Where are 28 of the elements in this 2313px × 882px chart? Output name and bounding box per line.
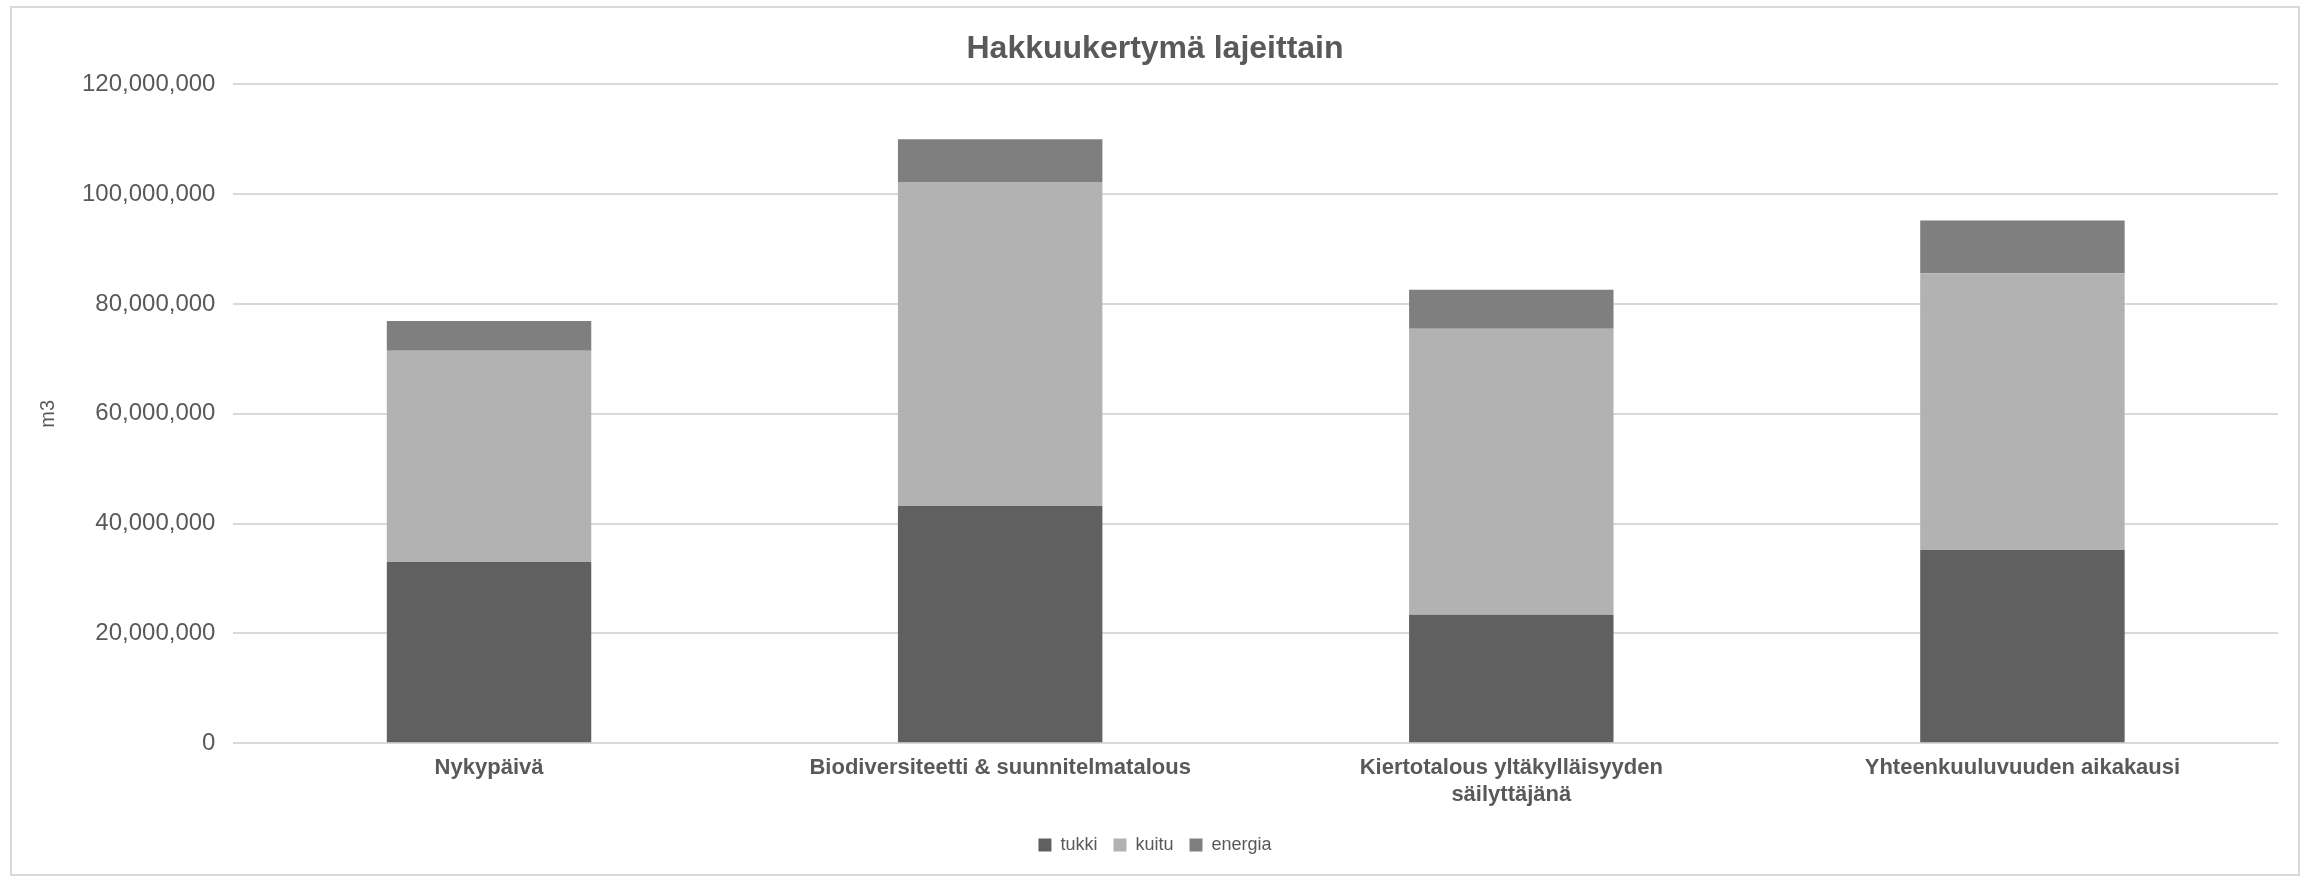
- bar: [386, 350, 592, 563]
- chart-title: Hakkuukertymä lajeittain: [966, 29, 1344, 66]
- x-tick-label: Nykypäivä: [434, 754, 545, 780]
- y-tick-label: 60,000,000: [95, 398, 216, 426]
- y-tick-label: 120,000,000: [82, 69, 216, 97]
- bar: [386, 562, 592, 743]
- bar: [386, 321, 592, 351]
- y-tick-label: 20,000,000: [95, 618, 216, 646]
- x-tick-label: Biodiversiteetti & suunnitelmatalous: [809, 754, 1191, 780]
- bar: [1409, 328, 1614, 615]
- y-axis-title: m3: [35, 399, 58, 428]
- bar: [1920, 549, 2125, 743]
- legend-label: energia: [1211, 833, 1273, 854]
- y-tick-label: 40,000,000: [95, 508, 216, 536]
- legend-label: kuitu: [1135, 833, 1174, 854]
- x-tick-label: Kiertotalous yltäkylläisyyden säilyttäjänä: [1359, 754, 1663, 806]
- bar: [897, 182, 1103, 507]
- bar: [1409, 614, 1614, 743]
- y-tick-label: 100,000,000: [82, 178, 216, 206]
- bar: [1409, 289, 1614, 329]
- bar: [897, 506, 1103, 743]
- x-tick-label: Yhteenkuuluvuuden aikakausi: [1864, 754, 2181, 780]
- y-tick-label: 80,000,000: [95, 288, 216, 316]
- legend-label: tukki: [1060, 833, 1098, 854]
- bar: [897, 139, 1103, 183]
- bar: [1920, 220, 2125, 274]
- y-tick-label: 0: [202, 727, 216, 755]
- bar: [1920, 273, 2125, 550]
